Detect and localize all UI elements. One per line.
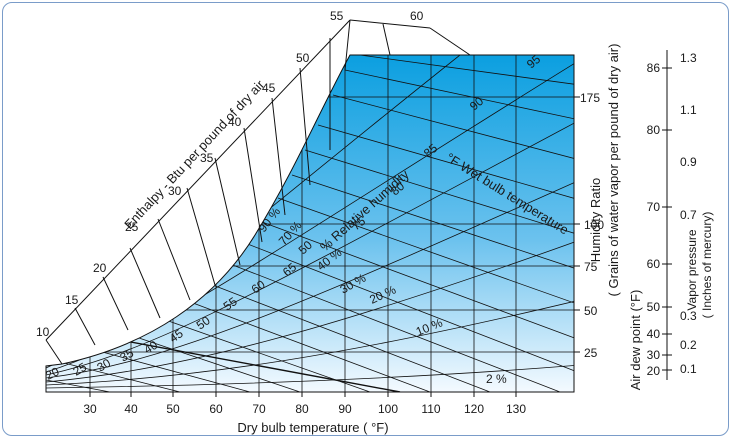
humidity-title: Humidity Ratio xyxy=(588,178,603,263)
dry-bulb-label: Dry bulb temperature ( °F) xyxy=(237,420,388,435)
enthalpy-tick: 40 xyxy=(228,115,242,129)
db-tick: 30 xyxy=(83,402,97,416)
enthalpy-scale-line xyxy=(45,19,351,341)
vapor-tick: 1.3 xyxy=(680,51,697,65)
humidity-tick: 175 xyxy=(580,91,600,105)
chart-region xyxy=(45,54,575,393)
wet-bulb-tick: 40 xyxy=(142,338,161,357)
dew-tick: 60 xyxy=(647,257,661,271)
vapor-tick: 0.7 xyxy=(680,208,697,222)
db-tick: 60 xyxy=(209,402,223,416)
vapor-tick: 0.9 xyxy=(680,155,697,169)
dew-tick: 20 xyxy=(647,364,661,378)
enthalpy-tick: 55 xyxy=(330,9,344,23)
enthalpy-tick: 30 xyxy=(168,184,182,198)
db-tick: 80 xyxy=(295,402,309,416)
dew-tick: 40 xyxy=(647,327,661,341)
enthalpy-tick: 20 xyxy=(93,261,107,275)
enthalpy-tick: 10 xyxy=(36,325,50,339)
humidity-tick: 25 xyxy=(584,346,598,360)
right-ticks xyxy=(574,96,580,353)
wet-bulb-tick: 30 xyxy=(95,356,114,375)
dew-tick: 86 xyxy=(647,61,661,75)
outer-frame xyxy=(2,2,729,436)
enthalpy-ticks xyxy=(45,19,471,365)
x-ticks xyxy=(89,392,517,397)
dew-vapor-axis xyxy=(662,50,672,380)
humidity-tick: 100 xyxy=(584,218,604,232)
enthalpy-tick: 60 xyxy=(410,9,424,23)
grid-w xyxy=(46,96,574,353)
db-tick: 110 xyxy=(421,402,440,416)
enthalpy-top-line xyxy=(349,19,431,29)
heavy-line xyxy=(119,339,401,392)
grid-rh xyxy=(46,55,574,389)
vapor-subtitle: ( Inches of mercury) xyxy=(700,212,714,319)
enthalpy-tick: 25 xyxy=(125,220,139,234)
dew-tick: 70 xyxy=(647,200,661,214)
grid-enthalpy xyxy=(46,55,574,392)
wet-bulb-tick: 25 xyxy=(71,360,90,379)
dew-point-label: Air dew point (°F) xyxy=(628,290,643,391)
db-tick: 90 xyxy=(338,402,352,416)
wet-bulb-tick: 20 xyxy=(43,364,61,382)
db-tick: 120 xyxy=(464,402,484,416)
humidity-tick: 50 xyxy=(584,304,598,318)
dew-tick: 30 xyxy=(647,348,661,362)
enthalpy-tick: 15 xyxy=(65,293,79,307)
vapor-tick: 0.2 xyxy=(680,338,697,352)
db-tick: 40 xyxy=(124,402,138,416)
vapor-title: Vapor pressure xyxy=(685,229,699,310)
humidity-subtitle: ( Grains of water vapor per pound of dry… xyxy=(606,44,621,297)
dew-tick: 80 xyxy=(647,123,661,137)
enthalpy-tick: 35 xyxy=(200,151,214,165)
db-tick: 50 xyxy=(166,402,180,416)
rh-tick: 2 % xyxy=(486,372,507,386)
vapor-tick: 1.1 xyxy=(680,103,697,117)
vapor-tick: 0.3 xyxy=(680,309,697,323)
humidity-tick: 75 xyxy=(584,260,598,274)
db-tick: 100 xyxy=(378,402,398,416)
vapor-tick: 0.1 xyxy=(680,362,697,376)
wet-bulb-tick: 35 xyxy=(118,346,137,365)
enthalpy-tick: 45 xyxy=(262,81,276,95)
db-tick: 70 xyxy=(252,402,266,416)
enthalpy-tick: 50 xyxy=(296,51,310,65)
db-tick: 130 xyxy=(506,402,526,416)
enthalpy-label: Enthalpy - Btu per pound of dry air xyxy=(121,77,267,233)
dew-tick: 50 xyxy=(647,300,661,314)
